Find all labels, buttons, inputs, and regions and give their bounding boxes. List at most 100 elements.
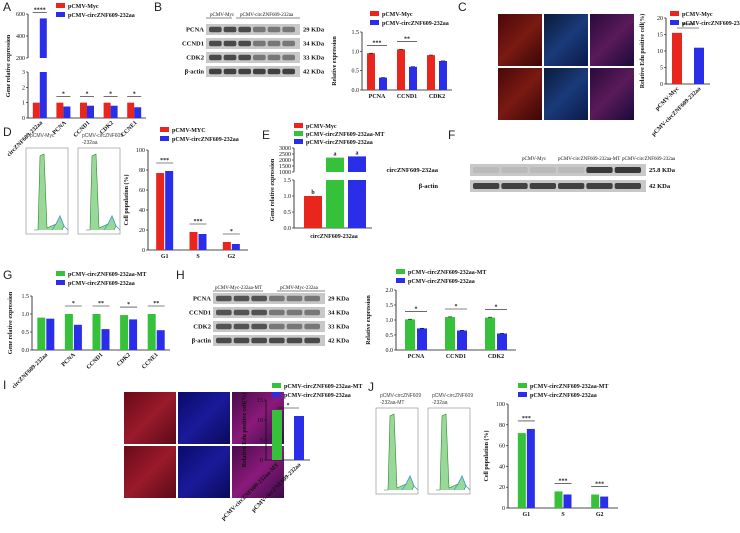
y-tick-label: 40 (499, 464, 505, 470)
bar (405, 319, 415, 350)
sig-label: *** (522, 416, 531, 422)
y-axis-label: Cell population (%) (123, 174, 130, 225)
blot-size-label: 33 KDa (328, 324, 350, 331)
blot-band (253, 40, 266, 47)
legend-swatch (670, 20, 679, 25)
bar (439, 61, 447, 90)
y-tick-label: 0.0 (386, 348, 394, 354)
y-tick-label: 15 (657, 33, 663, 39)
bar (272, 410, 282, 460)
x-tick-label: PCNA (408, 354, 425, 360)
y-tick-label: 1.0 (284, 194, 292, 200)
y-tick-label: 20 (139, 228, 145, 234)
sig-label: * (133, 92, 136, 98)
y-tick-label: 2500 (279, 152, 291, 158)
y-tick-label: 1.5 (284, 178, 292, 184)
chart-j: 0 20 40 60 80 100 Cell population (%) G1 *** S ***… (483, 383, 618, 518)
x-axis-label: circZNF609-232aa (310, 234, 358, 240)
legend-label: pCMV-MYC (172, 128, 206, 134)
blot-band (251, 309, 267, 316)
bar (73, 324, 82, 350)
bar (600, 496, 609, 508)
blot-band (209, 54, 222, 61)
y-tick-label: 1000 (279, 170, 291, 176)
legend-label: pCMV-circZNF609-232aa (306, 140, 373, 146)
s-phase-curve (453, 475, 471, 491)
bar (326, 180, 344, 228)
s-phase-curve (401, 475, 419, 491)
blot-row-label: β-actin (192, 338, 212, 345)
blot-size-label: 29 KDa (303, 27, 325, 34)
blot-row-label: circZNF609-232aa (386, 167, 438, 174)
blot-h-lane2: pCMV-Myc-232aa (280, 286, 319, 291)
y-tick-label: 1.5 (386, 303, 394, 309)
y-tick-label: 600 (16, 12, 25, 18)
blot-strip (213, 293, 325, 304)
blot-band (558, 167, 585, 173)
blot-band (304, 295, 320, 302)
micro-image (178, 446, 230, 498)
legend-label: pCMV-Myc (682, 12, 713, 18)
sig-label: * (415, 306, 418, 312)
y-tick-label: 5 (660, 66, 663, 72)
legend-label: pCMV-circZNF609-232aa-MT (284, 384, 362, 390)
blot-band (286, 323, 303, 330)
blot-band (501, 183, 528, 189)
flow-title: pCMV-circZNF609 (82, 133, 123, 139)
blot-strip (206, 24, 300, 35)
blot-band (238, 54, 251, 61)
panel-label-g: G (3, 268, 13, 282)
bar (147, 314, 156, 350)
blot-band (501, 167, 528, 173)
y-tick-label: 2 (22, 85, 25, 91)
blot-band (209, 26, 222, 33)
blot-b-lane1: pCMV-Myc (210, 13, 235, 18)
y-tick-label: 0.0 (284, 226, 292, 232)
x-tick-label: CDK2 (488, 354, 504, 360)
y-tick-label: 15 (257, 398, 263, 404)
legend-label: pCMV-circZNF609-232aa (68, 281, 135, 287)
blot-row-label: CDK2 (193, 324, 211, 331)
y-tick-label: 0 (22, 116, 25, 122)
flow-title: -232aa-MT (380, 400, 404, 406)
blot-row-label: β-actin (185, 69, 205, 76)
blot-f-lane1: pCMV-Myc (522, 157, 547, 162)
blot-band (216, 309, 232, 316)
flow-title: pCMV-Myc (30, 133, 55, 139)
sig-label: * (230, 229, 233, 235)
x-tick-label: G1 (161, 254, 169, 260)
y-tick-label: 1.0 (22, 312, 30, 318)
y-tick-label: 1500 (279, 164, 291, 170)
legend-swatch (518, 383, 527, 388)
s-phase-curve (51, 215, 69, 231)
legend-label: pCMV-circZNF609-232aa-MT (306, 132, 384, 138)
sig-label: *** (559, 478, 568, 484)
bar (326, 157, 344, 172)
legend-swatch (370, 11, 379, 16)
blot-band (253, 26, 266, 33)
blot-b: pCMV-Myc pCMV-circZNF609-232aa PCNA 29 KD… (182, 13, 325, 77)
legend-label: pCMV-circZNF609-232aa (68, 13, 135, 19)
y-tick-label: 400 (16, 34, 25, 40)
y-tick-label: 0.5 (352, 69, 360, 75)
sig-label: * (127, 302, 130, 308)
x-tick-label: circZNF609-232aa (11, 352, 49, 390)
blot-band (614, 167, 641, 173)
blot-b-lane2: pCMV-circZNF609-232aa (240, 13, 294, 18)
y-tick-label: 1 (22, 101, 25, 107)
sig-label: ** (98, 301, 104, 307)
panel-label-j: J (368, 380, 374, 394)
blot-strip (213, 321, 325, 332)
blot-size-label: 33 KDa (303, 55, 325, 62)
s-phase-curve (103, 215, 121, 231)
micro-image (498, 14, 542, 66)
blot-band (216, 337, 232, 344)
y-axis-label: Relative Edu positive cell(%) (241, 393, 248, 468)
panel-label-d: D (3, 125, 12, 139)
y-axis-label: Gene relative expression (6, 34, 12, 97)
blot-band (223, 68, 237, 75)
y-tick-label: 0.5 (386, 333, 394, 339)
bar (304, 196, 322, 228)
